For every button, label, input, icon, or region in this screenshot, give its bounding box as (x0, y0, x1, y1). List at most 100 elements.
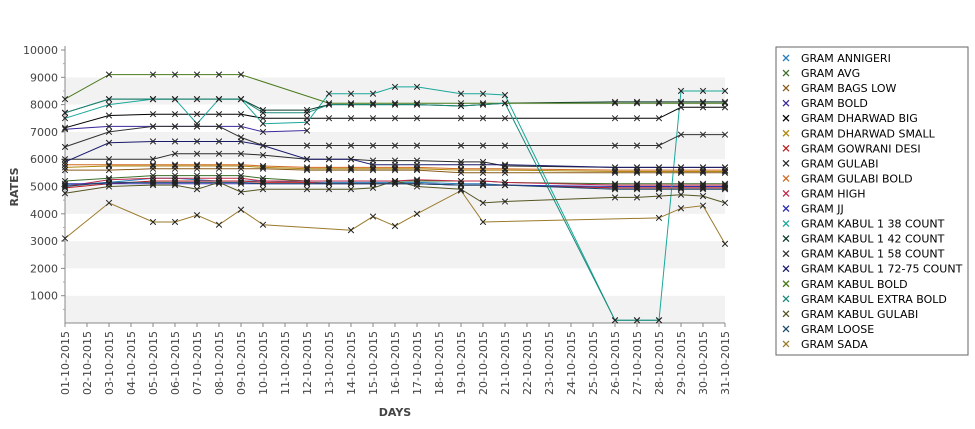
x-tick-label: 25-10-2015 (587, 331, 600, 395)
data-point-marker (369, 164, 377, 171)
data-point-marker (347, 100, 355, 107)
data-point-marker (655, 115, 663, 122)
data-point-marker (237, 179, 245, 186)
x-tick-label: 29-10-2015 (675, 331, 688, 395)
data-point-marker (611, 194, 619, 201)
data-point-marker (259, 151, 267, 159)
data-point-marker (501, 100, 509, 107)
x-tick-label: 19-10-2015 (455, 331, 468, 395)
data-point-marker (325, 156, 333, 163)
data-point-marker (237, 111, 245, 118)
data-point-marker (61, 183, 69, 190)
data-point-marker (611, 115, 619, 122)
data-point-marker (413, 166, 421, 174)
data-point-marker (215, 172, 223, 179)
legend-swatch (782, 129, 790, 137)
data-point-marker (655, 214, 663, 222)
data-point-marker (193, 138, 201, 145)
data-point-marker (655, 166, 663, 174)
data-point-marker (369, 100, 377, 107)
data-point-marker (105, 180, 113, 187)
data-point-marker (413, 100, 421, 107)
y-axis: 1000 2000 3000 4000 5000 6000 7000 8000 9000 1000… (23, 44, 66, 323)
x-axis: 01-10-2015 02-10-2015 03-10-2015 04-10-2015… (59, 322, 732, 395)
data-point-marker (61, 177, 69, 185)
data-point-marker (611, 164, 619, 171)
x-tick-label: 13-10-2015 (323, 331, 336, 395)
data-point-marker (633, 194, 641, 201)
data-point-marker (391, 180, 399, 187)
legend-label: GRAM KABUL GULABI (801, 308, 918, 321)
data-point-marker (105, 123, 113, 130)
data-point-marker (699, 100, 707, 107)
legend-swatch (782, 280, 790, 288)
data-point-marker (413, 164, 421, 171)
data-point-marker (193, 120, 201, 127)
data-point-marker (237, 172, 245, 179)
x-tick-label: 28-10-2015 (653, 331, 666, 395)
data-point-marker (259, 162, 267, 170)
data-point-marker (259, 164, 267, 171)
series-line (64, 189, 726, 245)
legend-label: GRAM KABUL 1 72-75 COUNT (801, 263, 963, 276)
data-point-marker (457, 161, 465, 168)
legend-item: GRAM BOLD (782, 97, 868, 110)
data-point-marker (259, 177, 267, 185)
legend-item: GRAM KABUL EXTRA BOLD (782, 293, 947, 306)
data-point-marker (699, 183, 707, 190)
data-point-marker (633, 317, 641, 324)
data-point-marker (303, 109, 311, 116)
data-point-marker (699, 169, 707, 177)
data-point-marker (105, 112, 113, 119)
data-point-marker (325, 180, 333, 187)
data-point-marker (105, 139, 113, 146)
data-point-marker (105, 101, 113, 108)
data-point-marker (215, 177, 223, 185)
data-point-marker (61, 164, 69, 171)
legend-item: GRAM LOOSE (782, 323, 874, 336)
data-point-marker (721, 98, 729, 106)
legend-swatch (782, 99, 790, 107)
data-point-marker (457, 100, 465, 107)
grid-band (65, 186, 725, 214)
data-point-marker (479, 180, 487, 187)
legend-item: GRAM GULABI BOLD (782, 172, 913, 185)
legend-item: GRAM DHARWAD SMALL (782, 127, 936, 140)
data-point-marker (171, 218, 179, 226)
data-point-marker (413, 115, 421, 122)
data-point-marker (193, 123, 201, 130)
data-point-marker (457, 187, 465, 194)
data-point-marker (237, 162, 245, 170)
series-line (64, 98, 659, 321)
legend-label: GRAM KABUL 1 42 COUNT (801, 233, 945, 246)
legend-label: GRAM LOOSE (801, 323, 874, 336)
grid-band (65, 241, 725, 269)
data-point-marker (237, 206, 245, 213)
data-point-marker (303, 177, 311, 185)
y-tick-label: 5000 (30, 181, 58, 194)
x-tick-label: 27-10-2015 (631, 331, 644, 395)
legend-label: GRAM KABUL 1 38 COUNT (801, 218, 945, 231)
legend-label: GRAM BOLD (801, 97, 868, 110)
x-axis-title: DAYS (379, 406, 412, 419)
data-point-marker (215, 162, 223, 170)
x-tick-label: 11-10-2015 (279, 331, 292, 395)
data-point-marker (193, 179, 201, 186)
data-point-marker (171, 179, 179, 186)
data-point-marker (325, 90, 333, 97)
legend-item: GRAM SADA (782, 338, 868, 351)
data-point-marker (457, 102, 465, 110)
data-point-marker (215, 123, 223, 130)
data-point-marker (633, 169, 641, 177)
data-point-marker (369, 101, 377, 108)
data-point-marker (171, 180, 179, 187)
data-point-marker (215, 111, 223, 118)
legend-label: GRAM GOWRANI DESI (801, 142, 921, 155)
x-tick-label: 05-10-2015 (147, 331, 160, 395)
data-point-marker (677, 131, 685, 138)
x-tick-label: 24-10-2015 (565, 331, 578, 395)
legend-swatch (782, 250, 790, 258)
data-point-marker (149, 111, 157, 118)
data-point-marker (193, 212, 201, 219)
x-tick-label: 26-10-2015 (609, 331, 622, 395)
